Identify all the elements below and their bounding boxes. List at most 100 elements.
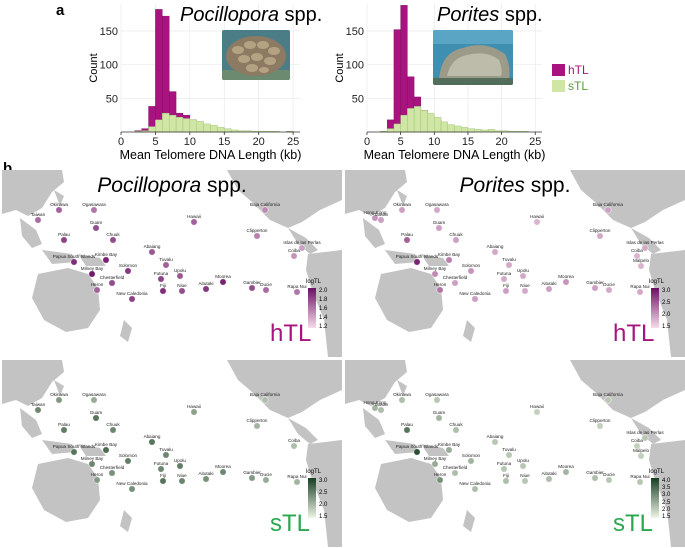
south-america-landmass xyxy=(649,440,685,547)
site-marker xyxy=(471,295,479,303)
site-label: Abaiang xyxy=(144,244,161,249)
x-tick-label: 10 xyxy=(428,136,440,148)
map-title-genus: Pocillopora xyxy=(97,174,202,197)
north-america-landmass xyxy=(227,360,342,418)
site-label: Islas de las Perlas xyxy=(626,240,664,245)
site-label: Kimbe Bay xyxy=(95,442,118,447)
bar-stl xyxy=(196,121,204,133)
y-tick-label: 100 xyxy=(346,60,364,72)
site-label: Baja California xyxy=(593,202,623,207)
site-label: Palau xyxy=(401,422,413,427)
site-marker xyxy=(591,284,599,292)
colorbar-title: logTL xyxy=(649,279,665,285)
legend-label-stl: sTL xyxy=(568,79,589,93)
site-label: Tuvalu xyxy=(159,257,173,262)
bar-stl xyxy=(168,114,177,133)
site-marker xyxy=(502,477,510,485)
site-label: Heron xyxy=(434,282,447,287)
site-marker xyxy=(521,477,529,485)
colorbar-tick-label: 2.0 xyxy=(662,312,671,318)
site-marker xyxy=(93,286,101,294)
site-marker xyxy=(253,422,261,430)
north-america-landmass xyxy=(570,170,685,228)
site-label: Tuvalu xyxy=(159,447,173,452)
site-marker xyxy=(605,476,613,484)
site-label: Aitutaki xyxy=(541,471,556,476)
indonesia-landmass xyxy=(42,440,76,454)
site-marker xyxy=(596,422,604,430)
title-spp: spp. xyxy=(284,4,323,26)
site-label: Abaiang xyxy=(487,434,504,439)
colorbar-tick-label: 2.5 xyxy=(662,499,671,506)
bar-stl xyxy=(175,116,184,133)
site-label: Papua South Islands xyxy=(396,254,439,259)
colorbar-tick-label: 2.5 xyxy=(662,300,671,306)
central-america-landmass xyxy=(288,228,318,254)
colorbar-tick-label: 3.0 xyxy=(319,478,328,484)
site-marker xyxy=(290,442,298,450)
site-marker xyxy=(128,485,136,493)
site-label: Clipperton xyxy=(590,228,611,233)
bar-stl xyxy=(440,121,448,133)
colorbar-title: logTL xyxy=(306,469,322,475)
site-label: Coiba xyxy=(631,248,643,253)
site-label: Fiji xyxy=(503,473,509,478)
site-label: Fiji xyxy=(503,283,509,288)
site-marker xyxy=(500,465,508,473)
new-guinea-landmass xyxy=(421,444,449,456)
map-metric-label: hTL xyxy=(270,320,312,347)
new-zealand-landmass xyxy=(463,320,475,342)
site-label: Gambier xyxy=(243,470,261,475)
site-label: Upolu xyxy=(517,458,529,463)
site-marker xyxy=(398,206,406,214)
colorbar-title: logTL xyxy=(306,279,322,285)
site-label: Islas de las Perlas xyxy=(626,430,664,435)
site-marker xyxy=(452,426,460,434)
indonesia-landmass xyxy=(385,250,419,264)
site-label: Islas de las Perlas xyxy=(283,240,321,245)
colorbar: logTL 2.0 1.8 1.6 1.4 1.2 xyxy=(306,279,327,330)
site-label: Taiwan xyxy=(374,212,389,217)
bar-stl xyxy=(400,114,408,133)
site-label: Ogasawara xyxy=(82,392,106,397)
site-label: Heron xyxy=(91,472,104,477)
x-tick-label: 5 xyxy=(398,136,404,148)
colorbar-tick-label: 2.0 xyxy=(662,506,671,513)
site-marker xyxy=(403,426,411,434)
site-label: Moorea xyxy=(558,464,574,469)
site-label: Abaiang xyxy=(144,434,161,439)
site-label: Moorea xyxy=(558,274,574,279)
site-marker xyxy=(641,434,649,442)
colorbar-tick-label: 2.0 xyxy=(319,288,328,294)
site-label: Kimbe Bay xyxy=(438,442,461,447)
site-label: Rapa Nui xyxy=(630,474,649,479)
site-label: Hawaii xyxy=(530,404,544,409)
legend-swatch-stl xyxy=(552,80,565,92)
site-marker xyxy=(502,287,510,295)
x-tick-label: 10 xyxy=(184,136,196,148)
site-marker xyxy=(124,267,132,275)
site-label: Niue xyxy=(177,473,187,478)
site-marker xyxy=(633,252,641,260)
site-marker xyxy=(34,406,42,414)
x-tick-label: 0 xyxy=(364,136,370,148)
colorbar-gradient xyxy=(308,478,316,518)
site-label: Hong Kong xyxy=(364,400,387,405)
site-marker xyxy=(178,287,186,295)
site-label: Futuna xyxy=(497,461,512,466)
x-tick-label: 15 xyxy=(218,136,230,148)
map-metric-label: sTL xyxy=(613,510,654,537)
site-marker xyxy=(90,396,98,404)
bar-stl xyxy=(487,129,496,133)
panel-a-letter: a xyxy=(56,2,65,19)
site-label: Abaiang xyxy=(487,244,504,249)
site-marker xyxy=(445,446,453,454)
site-label: New Caledonia xyxy=(459,481,491,486)
southeast-asia-landmass xyxy=(363,218,385,248)
site-label: Niue xyxy=(520,473,530,478)
map-species-title: Porites spp. xyxy=(345,174,685,198)
site-marker xyxy=(219,468,227,476)
bar-stl xyxy=(474,129,482,133)
site-marker xyxy=(451,279,459,287)
site-marker xyxy=(176,272,184,280)
